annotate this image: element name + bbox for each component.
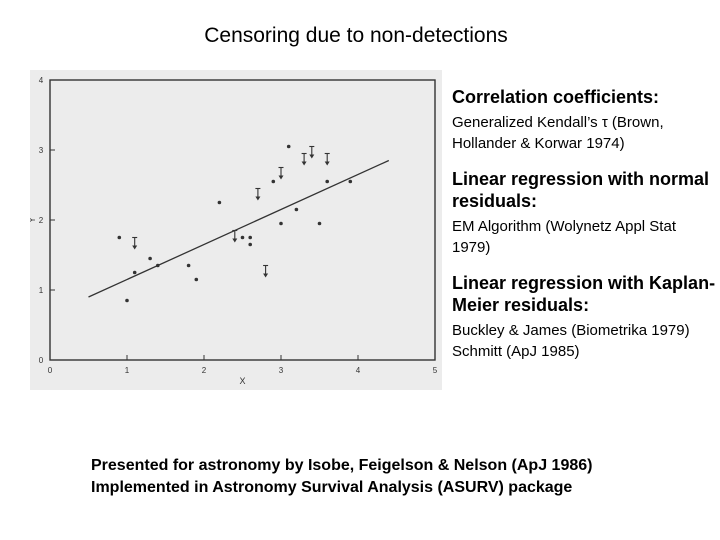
- correlation-text: Generalized Kendall’s τ (Brown, Hollande…: [452, 112, 717, 154]
- normal-residuals-text: EM Algorithm (Wolynetz Appl Stat 1979): [452, 218, 676, 256]
- upper-limit-arrowhead: [132, 245, 138, 250]
- y-tick-label: 3: [39, 146, 44, 155]
- plot-marks: [88, 144, 390, 303]
- footer-line-implemented: Implemented in Astronomy Survival Analys…: [91, 479, 573, 496]
- detection-point: [194, 277, 199, 282]
- upper-limit-arrowhead: [255, 196, 261, 201]
- upper-limit-arrowhead: [263, 273, 269, 278]
- y-axis-label: Y: [30, 217, 37, 223]
- detection-point: [286, 144, 291, 149]
- upper-limit-arrowhead: [301, 161, 307, 166]
- detection-point: [348, 179, 353, 184]
- kaplan-meier-text: Buckley & James (Biometrika 1979) Schmit…: [452, 322, 711, 360]
- footer-line-presented: Presented for astronomy by Isobe, Feigel…: [91, 457, 593, 474]
- x-tick-label: 5: [433, 366, 438, 375]
- y-tick-label: 0: [39, 356, 44, 365]
- x-tick-label: 0: [48, 366, 53, 375]
- detection-point: [240, 235, 245, 240]
- detection-point: [117, 235, 122, 240]
- detection-point: [156, 263, 160, 268]
- correlation-heading: Correlation coefficients:: [452, 87, 660, 107]
- detection-point: [148, 256, 152, 261]
- x-tick-label: 2: [202, 366, 207, 375]
- upper-limit-arrowhead: [309, 154, 315, 159]
- correlation-text-end: (Brown, Hollander & Korwar 1974): [452, 114, 664, 152]
- detection-point: [271, 179, 276, 184]
- upper-limit-point: [278, 166, 284, 180]
- upper-limit-point: [255, 187, 261, 201]
- y-tick-label: 2: [39, 216, 44, 225]
- upper-limit-arrowhead: [232, 238, 238, 243]
- x-axis-label: X: [239, 376, 245, 386]
- slide-title: Censoring due to non-detections: [204, 24, 508, 47]
- detection-point: [217, 200, 222, 205]
- upper-limit-point: [324, 152, 330, 166]
- y-tick-label: 4: [39, 76, 44, 85]
- regression-line: [88, 159, 390, 298]
- detection-point: [248, 242, 252, 247]
- detection-point: [186, 263, 191, 268]
- plot-axes: XY: [30, 79, 436, 386]
- plot-ticks: 0 1 2 3 4 5 0 1 2 3 4: [39, 76, 438, 375]
- detection-point: [132, 270, 137, 275]
- upper-limit-point: [301, 152, 307, 166]
- detection-point: [248, 235, 252, 240]
- x-tick-label: 1: [125, 366, 130, 375]
- detection-point: [125, 298, 129, 303]
- upper-limit-arrowhead: [278, 175, 284, 180]
- tau-symbol: τ: [601, 114, 608, 131]
- detection-point: [279, 221, 283, 226]
- upper-limit-point: [132, 236, 138, 250]
- plot-frame: [49, 79, 436, 361]
- detection-point: [325, 179, 330, 184]
- upper-limit-point: [232, 229, 238, 243]
- upper-limit-point: [263, 264, 269, 278]
- detection-point: [317, 221, 322, 226]
- x-tick-label: 3: [279, 366, 284, 375]
- x-tick-label: 4: [356, 366, 361, 375]
- upper-limit-arrowhead: [324, 161, 330, 166]
- normal-residuals-block: Linear regression with normal residuals:…: [452, 168, 717, 258]
- correlation-text-start: Generalized Kendall’s: [452, 114, 602, 131]
- detection-point: [294, 207, 299, 212]
- footer-credits: Presented for astronomy by Isobe, Feigel…: [91, 455, 701, 499]
- y-tick-label: 1: [39, 286, 44, 295]
- kaplan-meier-block: Linear regression with Kaplan-Meier resi…: [452, 272, 717, 362]
- upper-limit-point: [309, 145, 315, 159]
- correlation-block: Correlation coefficients: Generalized Ke…: [452, 86, 717, 154]
- normal-residuals-heading: Linear regression with normal residuals:: [452, 169, 710, 211]
- kaplan-meier-heading: Linear regression with Kaplan-Meier resi…: [452, 273, 716, 315]
- methods-panel: Correlation coefficients: Generalized Ke…: [452, 86, 717, 376]
